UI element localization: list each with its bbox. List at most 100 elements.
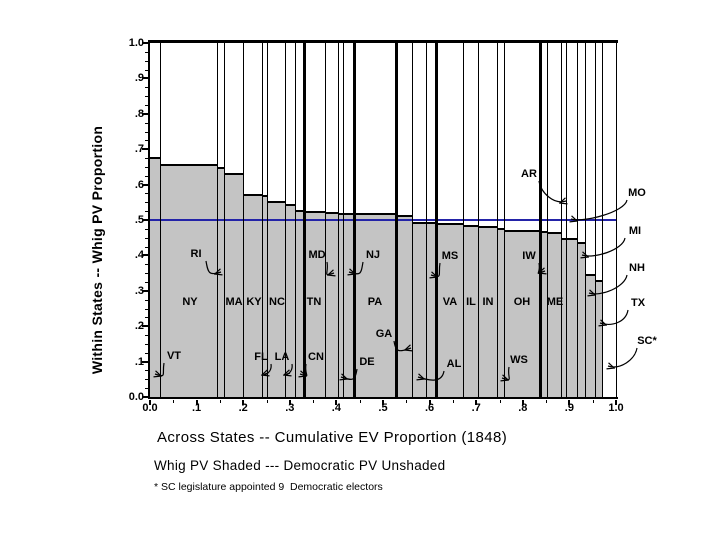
state-bar-ar	[561, 238, 567, 397]
state-boundary-cn	[294, 43, 296, 397]
y-minor-tick	[145, 96, 148, 98]
y-minor-tick	[145, 246, 148, 248]
state-bar-la	[284, 203, 295, 397]
x-tick-.4	[335, 400, 338, 405]
state-label-la: LA	[274, 351, 290, 363]
y-axis-line	[148, 40, 150, 399]
state-bar-ri	[217, 166, 224, 397]
state-boundary-mi	[577, 43, 579, 397]
state-label-nj: NJ	[365, 249, 381, 261]
state-boundary-in	[477, 43, 479, 397]
y-minor-tick	[145, 60, 148, 62]
x-tick-label-.8: .8	[518, 402, 528, 414]
y-tick-label-.6: .6	[134, 178, 144, 191]
y-minor-tick	[145, 104, 148, 106]
y-tick-label-.7: .7	[134, 143, 144, 156]
y-tick-label-.5: .5	[134, 214, 144, 226]
state-bar-tn	[304, 211, 326, 397]
x-tick-.9	[568, 400, 571, 405]
x-tick-.3	[288, 400, 291, 405]
arrow-sc	[608, 347, 638, 367]
state-boundary-de	[338, 43, 339, 397]
state-label-ga: GA	[375, 328, 393, 340]
y-minor-tick	[145, 140, 148, 142]
state-bar-pa	[354, 212, 396, 397]
state-boundary-nc	[267, 43, 269, 397]
x-tick-.5	[382, 400, 384, 405]
state-boundary-la	[284, 43, 286, 397]
x-tick-1.0	[615, 400, 617, 405]
state-bar-me	[546, 231, 562, 397]
state-bar-al	[411, 222, 427, 397]
plot-top-border	[148, 40, 618, 43]
state-bar-ky	[243, 193, 263, 397]
y-minor-tick	[145, 352, 148, 354]
state-label-me: ME	[546, 296, 564, 308]
y-minor-tick	[145, 281, 148, 283]
y-minor-tick	[145, 264, 148, 266]
state-label-mo: MO	[628, 187, 646, 199]
state-boundary-ar	[561, 43, 563, 397]
y-minor-tick	[145, 228, 148, 230]
x-tick-label-1.0: 1.0	[608, 402, 624, 414]
state-bar-ma	[223, 172, 244, 397]
state-label-in: IN	[482, 296, 494, 308]
x-tick-0.0	[149, 400, 151, 405]
state-label-tn: TN	[306, 296, 322, 308]
y-tick-.1	[142, 360, 148, 363]
state-bar-mo	[566, 238, 578, 397]
y-minor-tick	[145, 343, 148, 345]
x-minor-tick	[266, 400, 268, 403]
state-bar-il	[463, 224, 478, 397]
x-minor-tick	[499, 400, 501, 403]
state-label-vt: VT	[166, 350, 182, 362]
y-tick-label-0.0: 0.0	[128, 391, 144, 403]
state-label-oh: OH	[513, 296, 531, 308]
state-bar-vt	[150, 156, 160, 397]
state-boundary-tn	[303, 43, 307, 397]
state-bar-ms	[426, 222, 437, 397]
y-minor-tick	[145, 335, 148, 337]
y-tick-.6	[142, 183, 148, 186]
x-tick-label-0.0: 0.0	[142, 402, 158, 414]
x-tick-.8	[521, 400, 524, 405]
state-bar-nh	[585, 274, 596, 397]
state-label-nh: NH	[629, 262, 645, 274]
x-tick-label-.2: .2	[238, 402, 248, 414]
state-label-sc: SC*	[637, 335, 657, 347]
y-minor-tick	[145, 87, 148, 89]
x-tick-label-.7: .7	[471, 402, 481, 414]
y-tick-.9	[142, 77, 148, 80]
state-boundary-fl	[262, 43, 264, 397]
x-tick-label-.4: .4	[331, 402, 341, 414]
state-bar-fl	[262, 194, 268, 397]
x-axis-title: Across States -- Cumulative EV Proportio…	[157, 429, 508, 446]
arrow-mo	[571, 199, 628, 220]
x-tick-label-.6: .6	[425, 402, 435, 414]
y-minor-tick	[145, 273, 148, 275]
state-label-nc: NC	[269, 296, 285, 308]
state-boundary-pa	[353, 43, 357, 397]
x-minor-tick	[313, 400, 315, 403]
x-tick-.6	[428, 400, 431, 405]
y-minor-tick	[145, 370, 148, 372]
plot-right-border	[616, 43, 617, 397]
y-tick-label-.1: .1	[134, 355, 144, 368]
y-tick-.2	[142, 325, 148, 328]
state-boundary-al	[411, 43, 413, 397]
y-minor-tick	[145, 131, 148, 133]
state-boundary-ga	[394, 43, 398, 397]
state-boundary-ri	[217, 43, 219, 397]
state-label-ws: WS	[510, 354, 528, 366]
y-tick-label-.4: .4	[134, 249, 144, 262]
y-tick-.7	[142, 148, 148, 151]
y-minor-tick	[145, 166, 148, 168]
state-bar-iw	[540, 230, 547, 397]
state-boundary-va	[435, 43, 439, 397]
y-minor-tick	[145, 211, 148, 213]
y-minor-tick	[145, 379, 148, 381]
x-minor-tick	[452, 400, 454, 403]
y-tick-label-.2: .2	[134, 320, 144, 333]
state-bar-nc	[267, 200, 285, 397]
